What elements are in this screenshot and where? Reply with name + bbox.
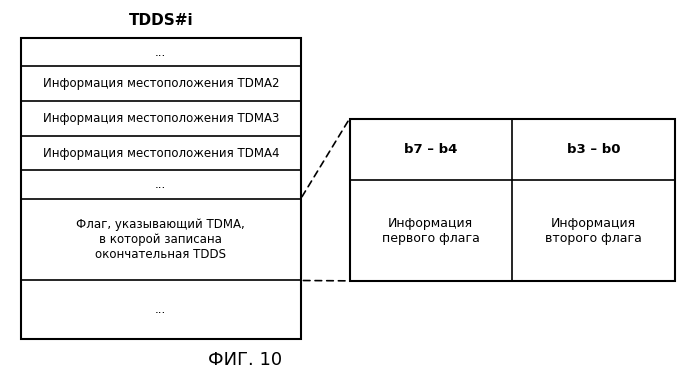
Text: b7 – b4: b7 – b4 <box>404 143 457 156</box>
Bar <box>350 119 675 281</box>
Text: b3 – b0: b3 – b0 <box>566 143 620 156</box>
Text: ФИГ. 10: ФИГ. 10 <box>208 351 282 369</box>
Text: Информация
второго флага: Информация второго флага <box>545 217 642 245</box>
Text: ...: ... <box>155 46 166 58</box>
Text: Флаг, указывающий TDMA,
в которой записана
окончательная TDDS: Флаг, указывающий TDMA, в которой записа… <box>76 218 245 261</box>
Text: TDDS#i: TDDS#i <box>129 13 193 28</box>
Text: Информация местоположения TDMA2: Информация местоположения TDMA2 <box>43 77 279 90</box>
Text: ...: ... <box>155 178 166 191</box>
Text: Информация местоположения TDMA3: Информация местоположения TDMA3 <box>43 112 279 125</box>
Bar <box>21 38 301 339</box>
Text: Информация местоположения TDMA4: Информация местоположения TDMA4 <box>43 147 279 159</box>
Text: ...: ... <box>155 303 166 316</box>
Text: Информация
первого флага: Информация первого флага <box>382 217 480 245</box>
